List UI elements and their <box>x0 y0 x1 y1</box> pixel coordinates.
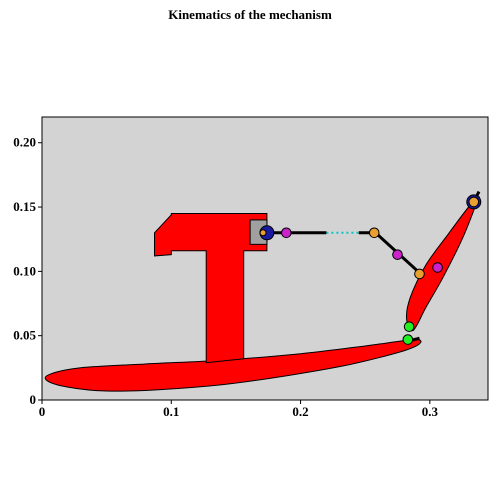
x-tick-label-0: 0 <box>39 404 46 419</box>
x-tick-label-3: 0.3 <box>422 404 439 419</box>
joint-magenta-2 <box>281 227 292 239</box>
joint-orange-1 <box>259 229 267 237</box>
y-tick-label-2: 0.10 <box>13 263 36 278</box>
joint-orange-3 <box>368 227 380 239</box>
mechanism-bodies <box>44 196 480 392</box>
y-tick-label-3: 0.15 <box>13 199 36 214</box>
mechanism-joints <box>259 194 482 345</box>
y-tick-label-1: 0.05 <box>13 328 36 343</box>
plot-frame <box>41 116 489 401</box>
joint-magenta-6 <box>432 262 443 273</box>
lower-body <box>44 338 422 392</box>
x-tick-label-1: 0.1 <box>163 404 179 419</box>
plot-title: Kinematics of the mechanism <box>168 7 332 22</box>
y-tick-label-0: 0 <box>30 392 37 407</box>
joint-orange-5 <box>414 268 425 280</box>
x-tick-label-2: 0.2 <box>292 404 308 419</box>
joint-green-9 <box>403 321 415 332</box>
joint-orange-8 <box>468 196 480 208</box>
y-tick-label-4: 0.20 <box>13 135 36 150</box>
joint-green-10 <box>402 334 414 345</box>
hammer-body <box>154 213 268 364</box>
plot-background <box>42 117 488 400</box>
axes: 0 0.1 0.2 0.3 0 0.05 0.10 0.15 0.20 <box>13 116 489 419</box>
joint-magenta-4 <box>392 249 403 260</box>
